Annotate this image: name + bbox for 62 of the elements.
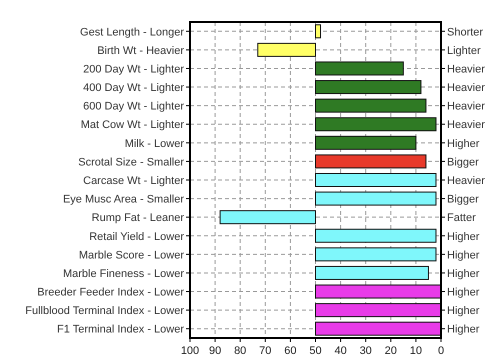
y-tick-label: Milk - Lower bbox=[124, 138, 184, 150]
y-tick-label: F1 Terminal Index - Lower bbox=[57, 324, 184, 336]
y-tick-label: Scrotal Size - Smaller bbox=[78, 156, 184, 168]
y2-tick-label: Higher bbox=[447, 324, 480, 336]
y-tick-label: 200 Day Wt - Lighter bbox=[83, 63, 184, 76]
y2-tick-label: Bigger bbox=[447, 194, 480, 206]
y-tick-label: Gest Length - Longer bbox=[80, 26, 184, 38]
x-tick-label: 30 bbox=[360, 345, 372, 357]
y-tick-label: Carcase Wt - Lighter bbox=[83, 175, 184, 187]
y2-tick-label: Lighter bbox=[447, 44, 481, 57]
bar bbox=[315, 322, 442, 336]
bar bbox=[315, 136, 416, 150]
x-tick-label: 90 bbox=[208, 345, 222, 357]
y2-tick-label: Shorter bbox=[447, 26, 484, 38]
x-tick-label: 0 bbox=[438, 345, 444, 357]
y-tick-label: Mat Cow Wt - Lighter bbox=[80, 119, 184, 132]
y2-tick-label: Bigger bbox=[447, 156, 480, 168]
y-tick-label: Birth Wt - Heavier bbox=[97, 44, 184, 57]
y-tick-label: Eye Musc Area - Smaller bbox=[62, 194, 184, 206]
y-tick-label: Fullblood Terminal Index - Lower bbox=[25, 305, 184, 318]
y-tick-label: Retail Yield - Lower bbox=[89, 230, 184, 243]
y2-tick-label: Higher bbox=[447, 286, 480, 299]
bar bbox=[315, 303, 442, 318]
bar bbox=[315, 192, 436, 206]
y-tick-label: Rump Fat - Leaner bbox=[92, 212, 184, 224]
x-tick-label: 20 bbox=[384, 345, 397, 357]
bar bbox=[315, 61, 404, 76]
bar bbox=[315, 24, 322, 38]
x-tick-label: 70 bbox=[259, 345, 272, 357]
bar bbox=[315, 247, 436, 262]
y2-tick-label: Heavier bbox=[447, 82, 486, 94]
y-tick-label: Marble Fineness - Lower bbox=[62, 268, 184, 280]
bar bbox=[315, 284, 442, 299]
y-tick-label: 400 Day Wt - Lighter bbox=[83, 82, 184, 94]
bar bbox=[315, 228, 436, 243]
x-tick-label: 60 bbox=[284, 345, 297, 357]
y2-tick-label: Heavier bbox=[447, 63, 486, 76]
y2-tick-label: Higher bbox=[447, 268, 480, 280]
y-tick-label: 600 Day Wt - Lighter bbox=[83, 100, 184, 113]
y2-tick-label: Higher bbox=[447, 249, 480, 262]
bar bbox=[257, 42, 316, 57]
x-tick-label: 100 bbox=[180, 345, 200, 357]
bar bbox=[315, 266, 429, 280]
bar bbox=[315, 80, 422, 94]
y2-tick-label: Fatter bbox=[447, 212, 476, 224]
x-tick-label: 50 bbox=[309, 345, 322, 357]
bar bbox=[315, 154, 426, 168]
y2-tick-label: Heavier bbox=[447, 100, 486, 113]
y-tick-label: Breeder Feeder Index - Lower bbox=[37, 286, 184, 299]
y2-tick-label: Higher bbox=[447, 138, 480, 150]
y2-tick-label: Higher bbox=[447, 230, 480, 243]
y2-tick-label: Higher bbox=[447, 305, 480, 318]
x-tick-label: 80 bbox=[234, 345, 246, 357]
x-tick-label: 10 bbox=[410, 345, 422, 357]
x-tick-label: 40 bbox=[334, 345, 347, 357]
y-tick-label: Marble Score - Lower bbox=[78, 249, 184, 262]
y2-tick-label: Heavier bbox=[447, 119, 486, 132]
bar bbox=[315, 98, 426, 113]
bar bbox=[315, 117, 436, 132]
bar bbox=[220, 210, 316, 224]
y2-tick-label: Heavier bbox=[447, 175, 486, 187]
bar bbox=[315, 172, 436, 188]
